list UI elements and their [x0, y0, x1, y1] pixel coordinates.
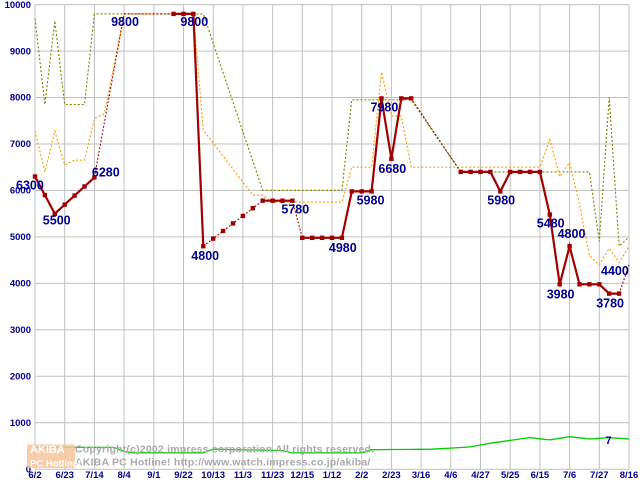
svg-text:5980: 5980	[357, 193, 385, 207]
svg-text:11/3: 11/3	[234, 470, 252, 480]
svg-text:3980: 3980	[547, 287, 575, 301]
svg-text:2/23: 2/23	[382, 470, 401, 480]
svg-text:6/23: 6/23	[55, 470, 74, 480]
svg-text:4800: 4800	[558, 227, 586, 241]
svg-text:Copyright(c)2002 impress corpo: Copyright(c)2002 impress corporation All…	[75, 444, 374, 456]
svg-text:7000: 7000	[10, 139, 31, 150]
svg-text:2000: 2000	[10, 372, 31, 383]
svg-text:6/15: 6/15	[531, 470, 550, 480]
svg-text:5780: 5780	[281, 203, 309, 217]
svg-text:7/14: 7/14	[85, 470, 104, 480]
svg-text:5/25: 5/25	[501, 470, 520, 480]
svg-text:1/12: 1/12	[323, 470, 342, 480]
svg-text:5000: 5000	[10, 232, 31, 243]
svg-text:8/4: 8/4	[117, 470, 131, 480]
svg-text:6280: 6280	[92, 165, 120, 179]
svg-text:4/27: 4/27	[471, 470, 490, 480]
svg-text:AKIBA: AKIBA	[30, 444, 65, 456]
svg-text:10000: 10000	[5, 0, 31, 11]
svg-text:11/23: 11/23	[261, 470, 284, 480]
svg-text:8000: 8000	[10, 93, 31, 104]
svg-text:6/2: 6/2	[28, 470, 41, 480]
svg-text:PC Hotline!: PC Hotline!	[30, 459, 81, 470]
svg-text:6000: 6000	[10, 186, 31, 197]
svg-text:4/6: 4/6	[444, 470, 457, 480]
svg-text:4980: 4980	[329, 241, 357, 255]
svg-text:3/16: 3/16	[412, 470, 431, 480]
svg-text:6680: 6680	[378, 162, 406, 176]
svg-text:5980: 5980	[487, 193, 515, 207]
svg-text:4800: 4800	[191, 249, 219, 263]
svg-text:4000: 4000	[10, 279, 31, 290]
svg-text:2/2: 2/2	[355, 470, 368, 480]
svg-text:7980: 7980	[371, 100, 399, 114]
svg-text:3000: 3000	[10, 325, 31, 336]
svg-text:4400: 4400	[601, 264, 629, 278]
svg-text:5500: 5500	[43, 214, 71, 228]
svg-text:12/15: 12/15	[290, 470, 314, 480]
svg-text:1000: 1000	[10, 418, 31, 429]
svg-text:7: 7	[606, 435, 612, 447]
svg-text:9800: 9800	[111, 15, 139, 29]
svg-text:10/13: 10/13	[201, 470, 225, 480]
svg-text:8/16: 8/16	[620, 470, 639, 480]
svg-text:AKIBA PC Hotline! http://ww: AKIBA PC Hotline! http://www.watch.impre…	[75, 457, 371, 469]
svg-text:7/6: 7/6	[563, 470, 576, 480]
svg-text:9800: 9800	[180, 15, 208, 29]
svg-text:9/1: 9/1	[147, 470, 161, 480]
svg-text:9/22: 9/22	[174, 470, 193, 480]
svg-text:9000: 9000	[10, 46, 31, 57]
svg-text:7/27: 7/27	[590, 470, 609, 480]
svg-text:3780: 3780	[596, 297, 624, 311]
